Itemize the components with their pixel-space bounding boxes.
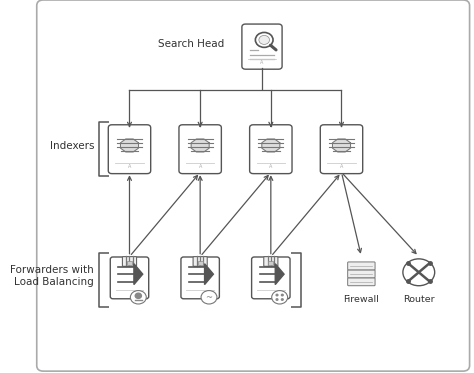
Circle shape	[272, 291, 288, 304]
Text: Indexers: Indexers	[50, 141, 94, 151]
Text: A: A	[128, 164, 131, 169]
FancyBboxPatch shape	[252, 257, 290, 299]
FancyBboxPatch shape	[179, 125, 221, 174]
Text: ~: ~	[206, 293, 212, 302]
FancyBboxPatch shape	[193, 257, 207, 266]
Circle shape	[259, 35, 270, 44]
Circle shape	[403, 259, 435, 286]
FancyBboxPatch shape	[348, 270, 375, 278]
FancyBboxPatch shape	[108, 125, 151, 174]
FancyBboxPatch shape	[181, 257, 219, 299]
FancyBboxPatch shape	[264, 257, 278, 266]
FancyBboxPatch shape	[242, 24, 282, 69]
FancyBboxPatch shape	[37, 0, 470, 371]
Polygon shape	[191, 139, 209, 152]
Circle shape	[276, 299, 278, 300]
Circle shape	[201, 291, 217, 304]
Text: A: A	[269, 164, 273, 169]
FancyBboxPatch shape	[122, 257, 137, 266]
Polygon shape	[333, 139, 350, 152]
FancyBboxPatch shape	[348, 262, 375, 270]
FancyBboxPatch shape	[198, 261, 203, 265]
Text: A: A	[260, 60, 264, 65]
Text: Firewall: Firewall	[344, 295, 379, 304]
Circle shape	[135, 293, 141, 298]
Polygon shape	[205, 264, 213, 285]
Text: A: A	[199, 164, 202, 169]
Circle shape	[282, 294, 283, 296]
FancyBboxPatch shape	[348, 278, 375, 286]
FancyBboxPatch shape	[268, 261, 273, 265]
Text: Router: Router	[403, 295, 435, 304]
Circle shape	[130, 291, 146, 304]
FancyBboxPatch shape	[320, 125, 363, 174]
Circle shape	[255, 32, 273, 47]
Polygon shape	[120, 139, 138, 152]
Text: Forwarders with
Load Balancing: Forwarders with Load Balancing	[10, 265, 94, 287]
Circle shape	[276, 294, 278, 296]
FancyBboxPatch shape	[250, 125, 292, 174]
Text: Search Head: Search Head	[158, 39, 225, 48]
Circle shape	[282, 299, 283, 300]
Polygon shape	[275, 264, 284, 285]
Polygon shape	[262, 139, 280, 152]
Text: A: A	[340, 164, 343, 169]
FancyBboxPatch shape	[127, 261, 132, 265]
FancyBboxPatch shape	[110, 257, 149, 299]
Polygon shape	[134, 264, 143, 285]
